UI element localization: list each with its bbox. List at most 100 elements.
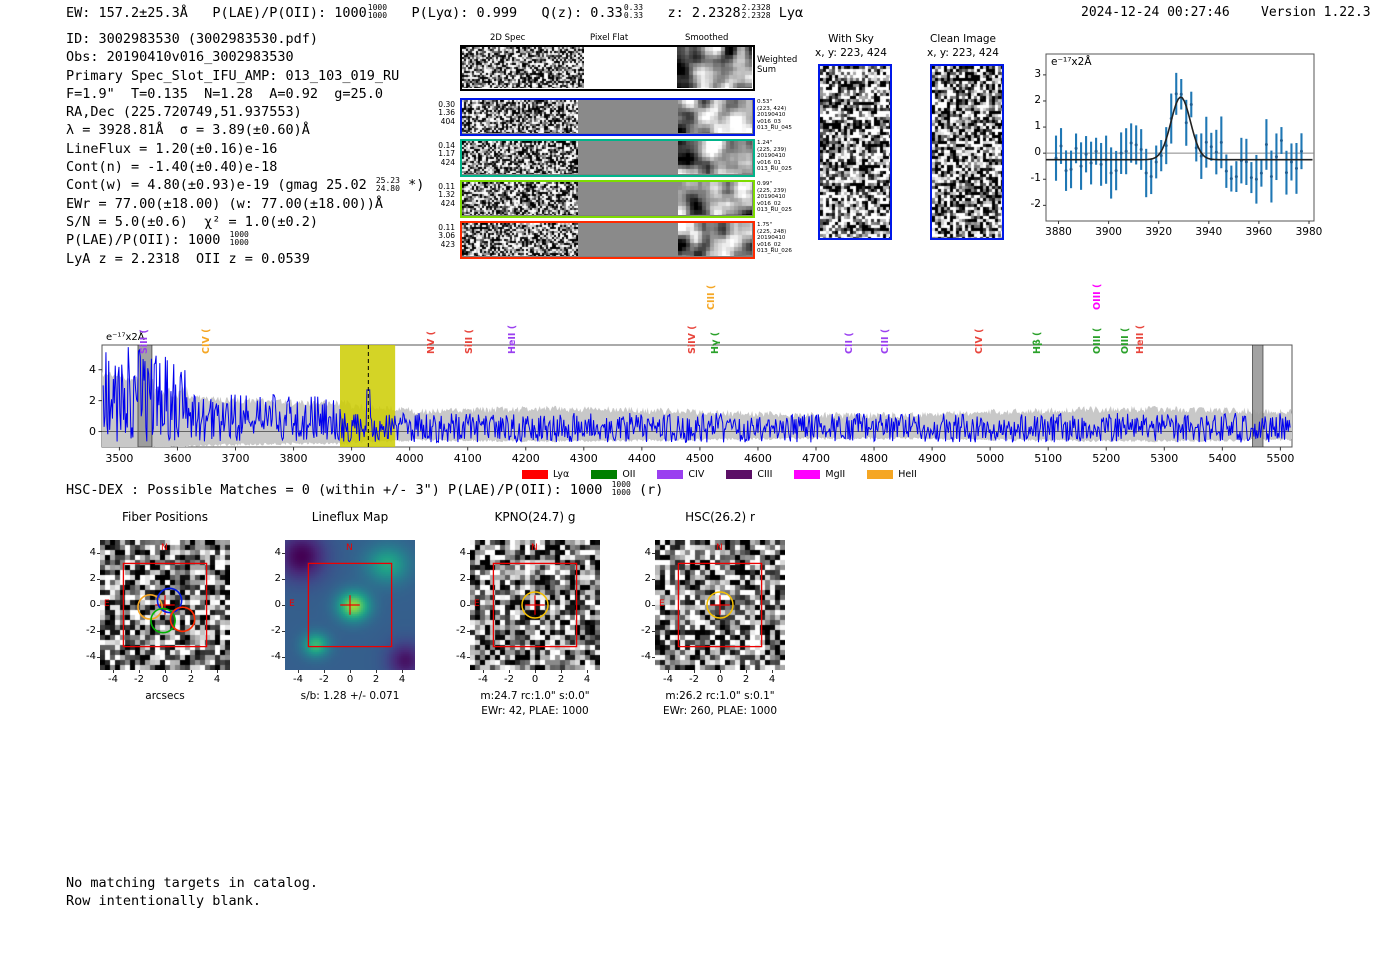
cutout-xtick: 4	[583, 674, 591, 685]
info-line-plae: P(LAE)/P(OII): 1000 1000 1000	[66, 230, 249, 249]
cutout-xtick: 0	[531, 674, 539, 685]
fiber-right-ids: 0.53" (223, 424) 20190410 v016_03 013_RU_045	[757, 99, 803, 132]
cutout-xtick: 2	[187, 674, 195, 685]
weighted-sum-2dspec-image	[462, 47, 584, 88]
cutout-title: Lineflux Map	[311, 510, 389, 524]
compass-east: E	[104, 599, 110, 609]
cutout-xtick-mark	[561, 670, 562, 673]
cutout-xtick-mark	[587, 670, 588, 673]
compass-east: E	[474, 599, 480, 609]
spectrum-xtick: 3500	[105, 452, 134, 465]
fiber-left-metrics: 0.14 1.17 424	[425, 141, 455, 167]
fiber-id-line: (223, 424)	[757, 105, 787, 112]
legend-item: HeII	[867, 469, 917, 480]
fit-xtick: 3980	[1295, 226, 1323, 238]
fiber-left-metrics: 0.11 3.06 423	[425, 223, 455, 249]
spectrum-xtick: 4200	[511, 452, 540, 465]
cutout-ytick: -2	[271, 625, 281, 636]
clean-image-cutout-image	[932, 66, 1002, 238]
emission-line-label: Hβ (	[1032, 331, 1044, 354]
fiber-id-line: v016_02	[757, 241, 781, 248]
cutout-xtick: 0	[346, 674, 354, 685]
cutout-ytick: 4	[644, 547, 651, 558]
fiber-id-line: 0.99"	[757, 181, 773, 187]
spectrum-legend: Lyα OII CIV CIII MgII HeII	[522, 469, 917, 480]
emission-line-label: CIII (	[705, 284, 717, 310]
cutout-ytick-mark	[467, 657, 470, 658]
timestamp-version: 2024-12-24 00:27:46 Version 1.22.3	[1081, 5, 1371, 20]
fiber-metric: 0.14	[438, 141, 455, 150]
line-fit-svg	[1043, 53, 1315, 224]
fiber-strip-row	[460, 139, 755, 177]
plae-range: 1000 1000	[367, 3, 388, 20]
info-line-lineflux: LineFlux = 1.20(±0.16)e-16	[66, 140, 278, 157]
spectrum-xtick: 4500	[685, 452, 714, 465]
legend-swatch	[867, 470, 894, 479]
fiber-strip-row	[460, 98, 755, 136]
spectrum-xtick: 4800	[860, 452, 889, 465]
spectrum-xtick: 3600	[163, 452, 192, 465]
cutout-title: Fiber Positions	[121, 510, 209, 524]
cutout-ytick: 0	[644, 599, 651, 610]
weighted-sum-label: Weighted Sum	[757, 55, 809, 75]
legend-swatch	[657, 470, 684, 479]
fiber-2dspec-image	[462, 182, 578, 215]
with-sky-cutout	[818, 64, 892, 240]
plya-label: P(Lyα):	[411, 4, 469, 21]
spectrum-ytick: 4	[89, 362, 96, 376]
cutout-ytick: 2	[274, 573, 281, 584]
fiber-id-line: 1.75"	[757, 222, 773, 228]
info-line-seeing: F=1.9" T=0.135 N=1.28 A=0.92 g=25.0	[66, 85, 383, 102]
legend-label: Lyα	[553, 469, 570, 480]
cutout-ytick: -4	[641, 651, 651, 662]
cutout-xtick-mark	[772, 670, 773, 673]
info-line-id: ID: 3002983530 (3002983530.pdf)	[66, 31, 318, 47]
ew-label: EW:	[66, 4, 91, 21]
fiber-strip-row	[460, 180, 755, 218]
weighted-sum-label-line1: Weighted	[757, 55, 798, 65]
qz-value: 0.33	[590, 4, 623, 21]
line-fit-plot: 3 2 1 0 -1 -2 3880 3900 3920 3940 3960 3980 e⁻¹⁷x2Å	[1010, 40, 1322, 255]
weighted-sum-label-line2: Sum	[757, 65, 777, 75]
compass-north: N	[161, 543, 168, 553]
cutout-overlay	[307, 562, 393, 648]
cutout-xtick: -4	[108, 674, 118, 685]
cutout-overlay	[677, 562, 763, 648]
fit-ytick: 3	[1034, 67, 1041, 80]
cutout-xtick: 4	[398, 674, 406, 685]
emission-line-label: HeII (	[1135, 324, 1147, 354]
cutout-xtick-mark	[298, 670, 299, 673]
fiber-id-line: 20190410	[757, 235, 786, 242]
fiber-pixelflat-image	[578, 182, 678, 215]
cutout-ytick-mark	[282, 657, 285, 658]
spectrum-xtick: 5500	[1266, 452, 1295, 465]
emission-line-label: Hγ (	[710, 331, 722, 354]
fiber-circle	[137, 594, 163, 620]
masked-region	[1252, 345, 1264, 447]
emission-line-label: OIII (	[1092, 327, 1104, 354]
cutout-xtick-mark	[720, 670, 721, 673]
weighted-sum-pixelflat-image	[584, 47, 677, 88]
fiber-2dspec-image	[462, 223, 578, 256]
cutout-ytick-mark	[97, 657, 100, 658]
clean-image-cutout-title: Clean Image	[929, 33, 997, 45]
legend-label: MgII	[825, 469, 846, 480]
fiber-right-ids: 1.75" (225, 248) 20190410 v016_02 013_RU_026	[757, 222, 803, 255]
spectrum-xtick: 5400	[1208, 452, 1237, 465]
fit-xtick: 3900	[1095, 226, 1122, 238]
cutout-xtick: 4	[213, 674, 221, 685]
fiber-id-line: 0.53"	[757, 99, 773, 105]
legend-item: OII	[591, 469, 635, 480]
fiber-smoothed-image	[678, 182, 752, 215]
cutout-ytick: 2	[459, 573, 466, 584]
cutout-caption-2: EWr: 42, PLAE: 1000	[481, 705, 589, 717]
fiber-metric: 424	[440, 157, 455, 167]
info-line-wavelength: λ = 3928.81Å σ = 3.89(±0.60)Å	[66, 122, 310, 139]
cutout-ytick-mark	[282, 605, 285, 606]
fiber-id-line: 20190410	[757, 194, 786, 201]
emission-line-label: SiIV (	[687, 325, 699, 354]
hscdex-post: (r)	[630, 481, 664, 498]
cutout-xtick: -4	[478, 674, 488, 685]
field-box	[492, 562, 578, 648]
fiber-left-metrics: 0.11 1.32 424	[425, 182, 455, 208]
